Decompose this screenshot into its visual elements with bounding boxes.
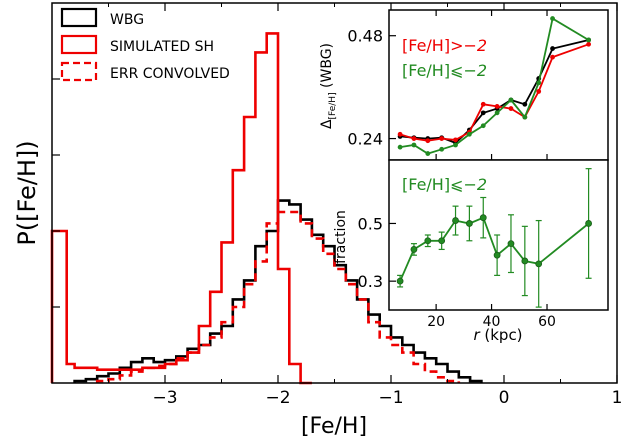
annotation-le-value: ⩽−2 bbox=[450, 61, 487, 80]
inset-top-y-axis-label: Δ[Fe/H] (WBG) bbox=[319, 43, 338, 129]
inset-top-y-tick-label-1: 0.48 bbox=[347, 27, 383, 46]
inset-top-point-2-3 bbox=[439, 147, 444, 152]
main-x-tick-label-0: −3 bbox=[152, 388, 177, 408]
inset-bottom-point-3 bbox=[439, 238, 445, 244]
inset-bottom-y-tick-label-1: 0.5 bbox=[358, 214, 383, 233]
inset-top-point-1-3 bbox=[439, 136, 444, 141]
inset-bottom-point-9 bbox=[522, 258, 528, 264]
inset-top-point-2-7 bbox=[495, 110, 500, 115]
delta-symbol: Δ bbox=[319, 119, 335, 129]
inset-bottom-y-tick-label-0: 0.3 bbox=[358, 272, 383, 291]
inset-bottom-point-7 bbox=[494, 252, 500, 258]
bottom-annotation-value: ⩽−2 bbox=[450, 175, 487, 194]
inset-top-point-1-8 bbox=[509, 106, 514, 111]
inset-top-point-1-2 bbox=[425, 138, 430, 143]
inset-bottom-point-8 bbox=[508, 241, 514, 247]
inset-top-annotation-gt: [Fe/H]>−2 bbox=[402, 36, 487, 55]
inset-bottom-x-tick-label-2: 60 bbox=[538, 314, 556, 330]
inset-top-point-0-9 bbox=[522, 102, 527, 107]
legend: WBG SIMULATED SH ERR CONVOLVED bbox=[62, 9, 230, 82]
inset-top-point-2-5 bbox=[467, 132, 472, 137]
bottom-annotation-prefix: [Fe/H] bbox=[402, 175, 450, 194]
inset-top-point-0-11 bbox=[550, 46, 555, 51]
inset-top-point-2-2 bbox=[425, 151, 430, 156]
inset-bottom-x-axis-label: r (kpc) bbox=[473, 326, 522, 344]
inset-bottom-point-2 bbox=[425, 238, 431, 244]
legend-label-simulated-sh: SIMULATED SH bbox=[110, 39, 214, 55]
inset-bottom-point-1 bbox=[411, 246, 417, 252]
inset-top-point-1-1 bbox=[412, 136, 417, 141]
legend-label-err-convolved: ERR CONVOLVED bbox=[110, 66, 230, 82]
inset-top-y-tick-label-0: 0.24 bbox=[347, 130, 383, 149]
inset-bottom-annotation: [Fe/H]⩽−2 bbox=[402, 175, 487, 194]
legend-label-wbg: WBG bbox=[110, 12, 144, 28]
inset-top-point-2-8 bbox=[509, 98, 514, 103]
inset-bottom-point-4 bbox=[453, 218, 459, 224]
inset-bottom-point-10 bbox=[536, 261, 542, 267]
inset-top-point-2-4 bbox=[453, 143, 458, 148]
hist-series-1 bbox=[52, 33, 312, 383]
main-x-tick-label-3: 0 bbox=[499, 388, 510, 408]
inset-bottom-x-tick-label-0: 20 bbox=[427, 314, 445, 330]
annotation-le-prefix: [Fe/H] bbox=[402, 61, 450, 80]
inset-top-point-1-0 bbox=[398, 132, 403, 137]
legend-swatch-wbg bbox=[62, 9, 96, 26]
main-x-tick-label-1: −2 bbox=[265, 388, 290, 408]
inset-bottom-point-11 bbox=[586, 220, 592, 226]
inset-top-panel: 0.240.48 [Fe/H]>−2 [Fe/H]⩽−2 Δ[Fe/H] (WB… bbox=[319, 10, 608, 160]
inset-top-point-1-4 bbox=[453, 137, 458, 142]
inset-top-point-2-1 bbox=[412, 143, 417, 148]
inset-top-point-1-11 bbox=[550, 55, 555, 60]
legend-swatch-simulated-sh bbox=[62, 36, 96, 53]
inset-top-point-1-12 bbox=[586, 42, 591, 47]
inset-top-point-0-6 bbox=[481, 110, 486, 115]
inset-bottom-point-5 bbox=[466, 220, 472, 226]
main-x-axis-label: [Fe/H] bbox=[301, 414, 367, 439]
main-x-tick-label-4: 1 bbox=[612, 388, 621, 408]
x-label-unit: (kpc) bbox=[480, 326, 523, 344]
inset-top-point-1-6 bbox=[481, 102, 486, 107]
delta-wbg: (WBG) bbox=[319, 43, 335, 92]
main-y-axis-label: P([Fe/H]) bbox=[13, 140, 41, 245]
inset-top-point-2-11 bbox=[550, 16, 555, 21]
annotation-gt-prefix: [Fe/H] bbox=[402, 36, 450, 55]
inset-top-point-2-0 bbox=[398, 145, 403, 150]
inset-top-point-1-10 bbox=[536, 89, 541, 94]
inset-top-point-2-6 bbox=[481, 123, 486, 128]
delta-subscript: [Fe/H] bbox=[328, 92, 338, 119]
inset-top-point-2-9 bbox=[522, 115, 527, 120]
inset-bottom-y-axis-label: fraction bbox=[333, 210, 349, 264]
inset-bottom-point-6 bbox=[480, 215, 486, 221]
annotation-gt-value: >−2 bbox=[450, 36, 487, 55]
inset-top-annotation-le: [Fe/H]⩽−2 bbox=[402, 61, 487, 80]
inset-bottom-point-0 bbox=[397, 278, 403, 284]
legend-swatch-err-convolved bbox=[62, 63, 96, 80]
inset-top-point-1-7 bbox=[495, 104, 500, 109]
inset-top-point-2-12 bbox=[586, 38, 591, 43]
inset-top-point-2-10 bbox=[536, 80, 541, 85]
main-x-tick-label-2: −1 bbox=[378, 388, 403, 408]
